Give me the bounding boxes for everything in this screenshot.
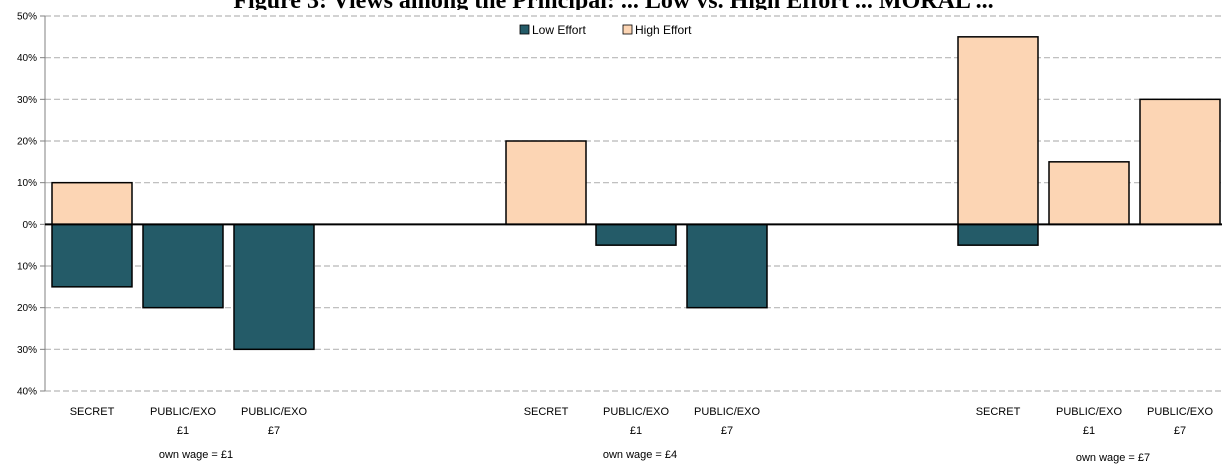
x-category-label: PUBLIC/EXO — [603, 406, 669, 418]
group-label: own wage = £1 — [159, 449, 233, 461]
bar-high-effort — [1139, 98, 1221, 226]
y-tick-label: 10% — [17, 262, 37, 273]
group-label: own wage = £7 — [1076, 452, 1150, 464]
y-tick-label: 30% — [17, 345, 37, 356]
y-tick-label: 20% — [17, 303, 37, 314]
x-category-sublabel: £7 — [721, 425, 733, 437]
x-category-sublabel: £1 — [177, 425, 189, 437]
group-label: own wage = £4 — [603, 449, 677, 461]
x-category-label: PUBLIC/EXO — [241, 406, 307, 418]
bar-high-effort — [51, 181, 133, 226]
bar-high-effort — [505, 140, 587, 226]
bar-low-effort — [595, 223, 677, 246]
bar-high-effort — [957, 36, 1039, 226]
y-tick-label: 20% — [17, 137, 37, 148]
legend-label: High Effort — [635, 23, 692, 37]
bar-low-effort — [142, 223, 224, 309]
y-tick-label: 50% — [17, 12, 37, 23]
legend-label: Low Effort — [532, 23, 586, 37]
bar-high-effort — [1048, 161, 1130, 226]
x-category-sublabel: £7 — [268, 425, 280, 437]
bar-low-effort — [686, 223, 768, 309]
x-category-sublabel: £1 — [1083, 425, 1095, 437]
y-tick-label: 30% — [17, 95, 37, 106]
legend-swatch-low-effort — [519, 24, 530, 35]
legend-swatch-high-effort — [622, 24, 633, 35]
bar-low-effort — [957, 223, 1039, 246]
x-category-label: PUBLIC/EXO — [694, 406, 760, 418]
x-category-label: PUBLIC/EXO — [150, 406, 216, 418]
bar-low-effort — [51, 223, 133, 288]
chart-title: Figure 3: Views among the Principal: ...… — [0, 0, 1227, 10]
y-tick-label: 10% — [17, 178, 37, 189]
x-category-label: SECRET — [976, 406, 1021, 418]
x-category-label: PUBLIC/EXO — [1056, 406, 1122, 418]
bar-low-effort — [233, 223, 315, 351]
x-category-sublabel: £7 — [1174, 425, 1186, 437]
y-tick-label: 40% — [17, 53, 37, 64]
x-category-label: SECRET — [70, 406, 115, 418]
x-category-label: PUBLIC/EXO — [1147, 406, 1213, 418]
x-category-label: SECRET — [524, 406, 569, 418]
x-category-sublabel: £1 — [630, 425, 642, 437]
y-tick-label: 40% — [17, 387, 37, 398]
y-tick-label: 0% — [23, 220, 38, 231]
